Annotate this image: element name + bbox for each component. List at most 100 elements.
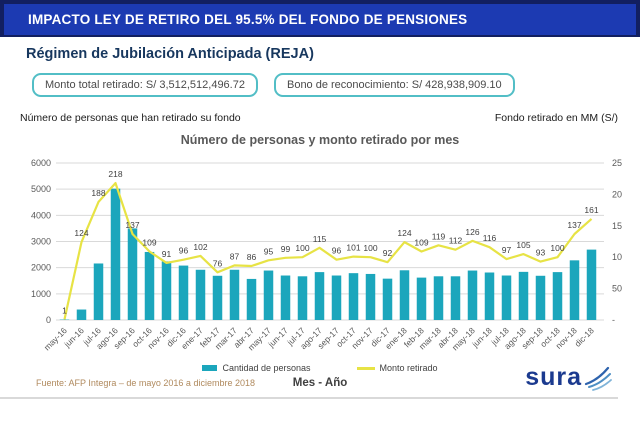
data-label: 95 — [264, 246, 274, 256]
bar — [484, 272, 495, 320]
legend-label: Monto retirado — [379, 363, 438, 373]
bar — [348, 273, 359, 320]
data-label: 99 — [281, 244, 291, 254]
data-label: 100 — [363, 243, 377, 253]
data-label: 87 — [230, 251, 240, 261]
left-axis-tick: 1000 — [31, 289, 51, 299]
monto-retirado-line — [63, 181, 593, 320]
data-label: 109 — [414, 238, 428, 248]
left-axis-tick: 0 — [46, 315, 51, 325]
left-axis-tick: 2000 — [31, 263, 51, 273]
summary-boxes: Monto total retirado: S/ 3,512,512,496.7… — [32, 73, 515, 97]
bar — [365, 273, 376, 320]
footer-divider — [0, 397, 618, 399]
bar — [229, 269, 240, 320]
bar — [467, 270, 478, 320]
sura-logo-text: sura — [525, 363, 582, 391]
right-axis-tick: 150 — [612, 221, 622, 231]
bar-swatch-icon — [202, 365, 218, 371]
data-label: 137 — [567, 220, 581, 230]
source-note: Fuente: AFP Integra – de mayo 2016 a dic… — [36, 378, 255, 388]
left-axis-tick: 5000 — [31, 184, 51, 194]
data-label: 91 — [162, 249, 172, 259]
data-label: 109 — [142, 238, 156, 248]
section-subtitle: Régimen de Jubilación Anticipada (REJA) — [26, 46, 314, 62]
data-label: 102 — [193, 242, 207, 252]
legend-item-monto: Monto retirado — [356, 363, 438, 373]
data-label: 100 — [550, 243, 564, 253]
chart: Número de personas y monto retirado por … — [18, 133, 627, 361]
data-label: 115 — [313, 234, 327, 244]
bar — [263, 270, 274, 320]
right-axis-tick: 250 — [612, 158, 622, 168]
data-label: 101 — [346, 243, 360, 253]
data-label: 1 — [62, 305, 67, 315]
data-label: 100 — [295, 243, 309, 253]
data-label: 124 — [74, 228, 88, 238]
data-label: 119 — [432, 231, 446, 241]
bar — [433, 276, 444, 320]
data-label: 96 — [332, 246, 342, 256]
legend-label: Cantidad de personas — [222, 363, 311, 373]
data-label: 218 — [108, 169, 122, 179]
bar — [501, 275, 512, 320]
left-axis-tick: 4000 — [31, 210, 51, 220]
bar — [399, 270, 410, 320]
chart-legend: Cantidad de personas Monto retirado — [0, 363, 640, 373]
total-retirado-box: Monto total retirado: S/ 3,512,512,496.7… — [32, 73, 258, 97]
line-swatch-icon — [356, 366, 375, 370]
legend-item-personas: Cantidad de personas — [202, 363, 311, 373]
bar — [212, 275, 223, 320]
data-label: 92 — [383, 248, 393, 258]
data-label: 126 — [465, 227, 479, 237]
right-axis-tick: 200 — [612, 189, 622, 199]
bar — [195, 269, 206, 320]
bar — [518, 271, 529, 320]
bar — [569, 260, 580, 320]
bar — [93, 263, 104, 320]
data-label: 188 — [91, 188, 105, 198]
bar — [331, 275, 342, 320]
right-axis-tick: 50 — [612, 284, 622, 294]
bar — [416, 277, 427, 320]
data-label: 96 — [179, 246, 189, 256]
bar — [314, 272, 325, 320]
data-label: 116 — [483, 233, 497, 243]
data-label: 76 — [213, 258, 223, 268]
data-label: 93 — [536, 248, 546, 258]
left-axis-tick: 3000 — [31, 237, 51, 247]
left-axis-tick: 6000 — [31, 158, 51, 168]
sura-wing-icon — [584, 366, 612, 391]
bar — [144, 251, 155, 320]
page-title: IMPACTO LEY DE RETIRO DEL 95.5% DEL FOND… — [28, 12, 468, 27]
bar — [382, 278, 393, 320]
bar — [161, 261, 172, 320]
data-label: 105 — [516, 240, 530, 250]
bar — [178, 265, 189, 320]
bar — [450, 276, 461, 320]
data-label: 112 — [449, 236, 463, 246]
bar — [297, 276, 308, 320]
data-label: 161 — [584, 205, 598, 215]
data-label: 97 — [502, 245, 512, 255]
x-axis-tick: dic-18 — [572, 325, 596, 349]
x-axis-title: Mes - Año — [292, 377, 348, 389]
bono-reconocimiento-box: Bono de reconocimiento: S/ 428,938,909.1… — [273, 73, 515, 97]
data-label: 86 — [247, 252, 257, 262]
bar — [76, 309, 87, 320]
chart-title: Número de personas y monto retirado por … — [180, 133, 460, 147]
bar — [246, 278, 257, 320]
bar — [552, 272, 563, 320]
data-label: 137 — [125, 220, 139, 230]
bar — [586, 249, 597, 320]
bar — [110, 188, 121, 320]
bar — [127, 228, 138, 320]
right-axis-caption: Fondo retirado en MM (S/) — [494, 112, 618, 124]
left-axis-caption: Número de personas que han retirado su f… — [20, 112, 241, 124]
right-axis-tick: - — [612, 315, 615, 325]
chart-svg: 6000 5000 4000 3000 2000 1000 0 250 200 150 100 50 -… — [31, 158, 627, 352]
header-bar: IMPACTO LEY DE RETIRO DEL 95.5% DEL FOND… — [0, 0, 640, 37]
sura-logo: sura — [525, 364, 614, 392]
bar — [280, 275, 291, 320]
